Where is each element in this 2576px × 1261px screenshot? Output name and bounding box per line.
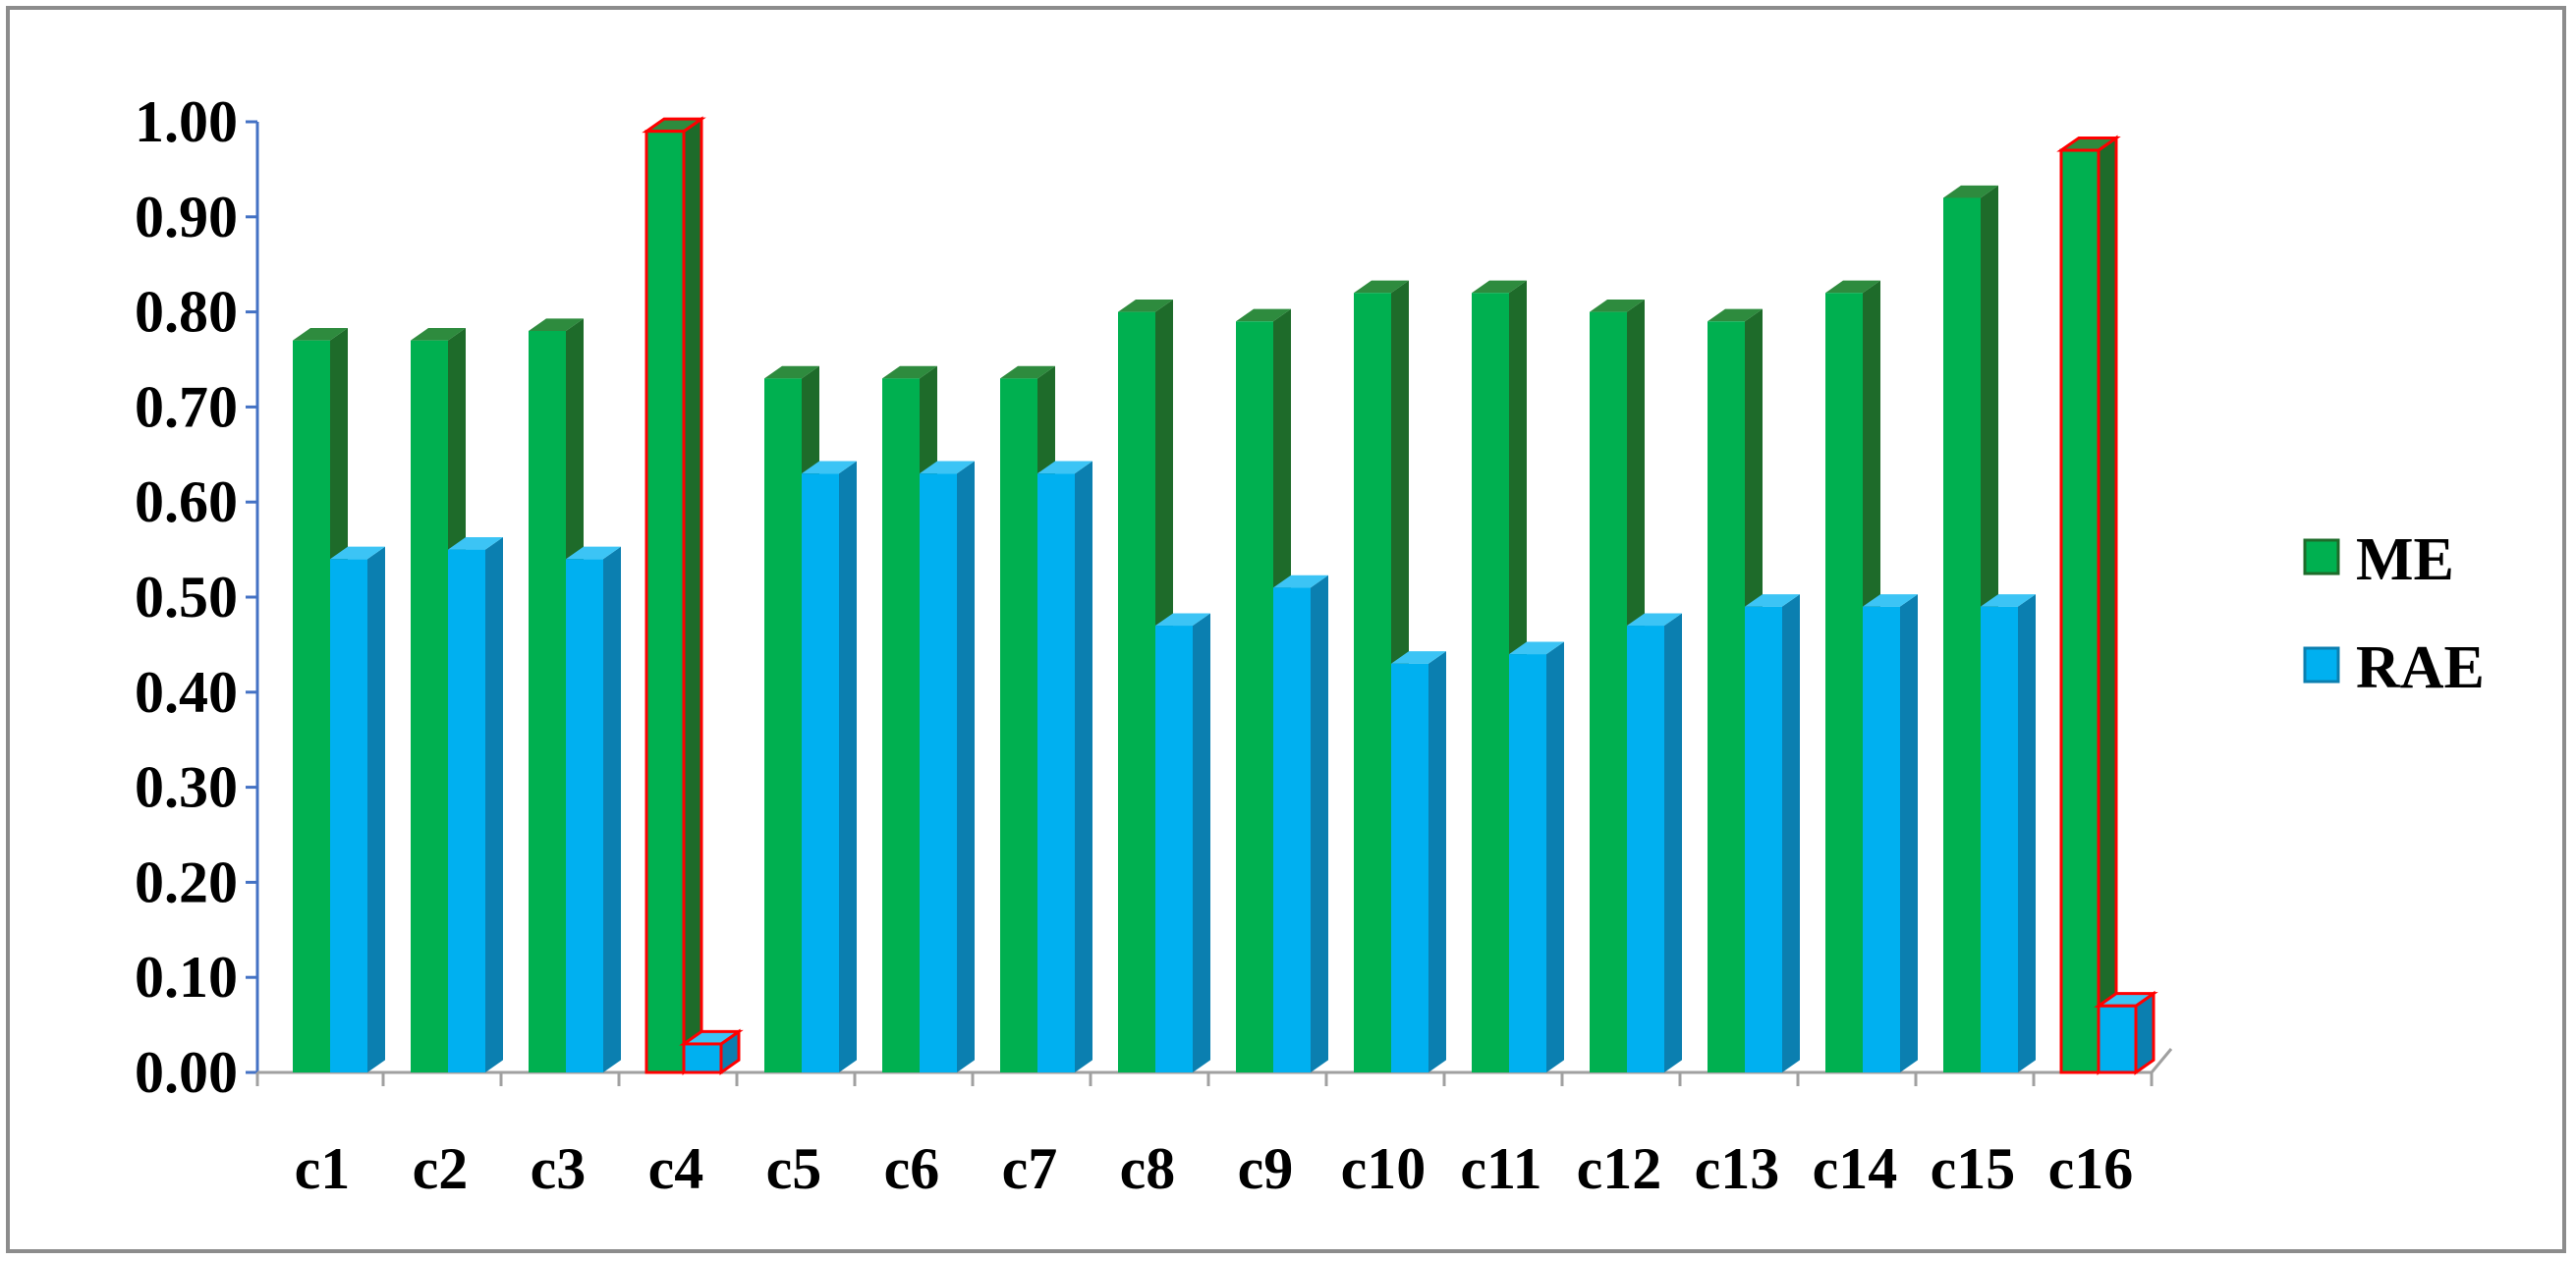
bar-rae-c10	[1391, 651, 1446, 1072]
bar-me-c4	[642, 116, 706, 1075]
bar-rae-c8	[1155, 613, 1210, 1072]
bar-me-c16	[2056, 135, 2121, 1075]
y-tick-label: 0.80	[135, 280, 238, 345]
x-category-label: c7	[1002, 1136, 1058, 1201]
bar-rae-c1	[330, 546, 385, 1072]
x-category-label: c6	[884, 1136, 940, 1201]
x-category-label: c16	[2048, 1136, 2134, 1201]
bar-rae-c3	[566, 546, 621, 1072]
bar-rae-c16	[2094, 990, 2158, 1075]
y-tick-label: 0.30	[135, 755, 238, 820]
bar-rae-c9	[1273, 575, 1328, 1072]
bar-rae-c4	[679, 1028, 744, 1075]
bar-rae-c13	[1745, 594, 1800, 1072]
x-category-label: c14	[1813, 1136, 1898, 1201]
x-category-label: c2	[413, 1136, 469, 1201]
x-category-label: c3	[531, 1136, 587, 1201]
x-category-label: c4	[648, 1136, 704, 1201]
y-tick-label: 0.20	[135, 850, 238, 914]
legend-swatch-rae	[2303, 646, 2340, 684]
bar-rae-c5	[802, 461, 857, 1072]
bar-rae-c11	[1509, 641, 1564, 1072]
bar-rae-c7	[1037, 461, 1092, 1072]
legend-label-rae: RAE	[2356, 634, 2485, 701]
x-category-label: c8	[1120, 1136, 1176, 1201]
x-category-label: c15	[1931, 1136, 2016, 1201]
y-tick-label: 0.10	[135, 945, 238, 1010]
x-category-label: c9	[1238, 1136, 1294, 1201]
y-tick-label: 0.40	[135, 660, 238, 725]
x-category-label: c12	[1577, 1136, 1662, 1201]
y-tick-label: 0.00	[135, 1040, 238, 1105]
y-tick-label: 0.50	[135, 565, 238, 630]
y-tick-label: 0.70	[135, 374, 238, 439]
bar-rae-c14	[1863, 594, 1918, 1072]
x-category-label: c5	[766, 1136, 822, 1201]
x-category-label: c11	[1460, 1136, 1541, 1201]
legend-swatch-me	[2303, 538, 2340, 576]
legend-label-me: ME	[2356, 526, 2454, 593]
bar-rae-c2	[448, 537, 503, 1072]
y-tick-label: 0.90	[135, 185, 238, 249]
bar-rae-c6	[920, 461, 975, 1072]
bar-rae-c15	[1981, 594, 2036, 1072]
x-axis-depth-line	[2150, 1048, 2173, 1073]
bar-rae-c12	[1627, 613, 1682, 1072]
x-category-label: c1	[295, 1136, 351, 1201]
x-category-label: c13	[1695, 1136, 1780, 1201]
y-tick-label: 0.60	[135, 469, 238, 534]
x-category-label: c10	[1341, 1136, 1427, 1201]
y-tick-label: 1.00	[135, 89, 238, 154]
